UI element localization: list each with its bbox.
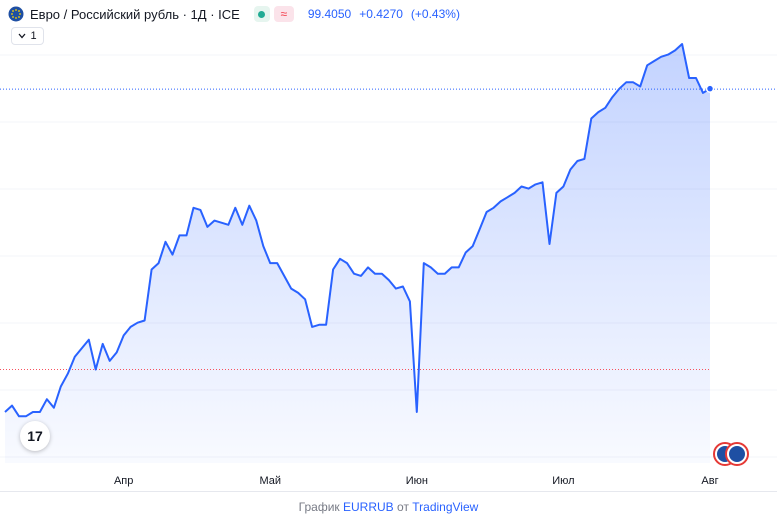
market-open-icon[interactable] [253,6,270,22]
x-tick-label: Авг [701,475,718,487]
symbol-title[interactable]: Евро / Российский рубль · 1Д · ICE [30,6,240,22]
attribution-provider-link[interactable]: TradingView [412,500,479,514]
chart-frame[interactable]: Апр Май Июн Июл Авг [0,0,777,492]
x-tick-label: Июл [552,475,574,487]
euro-flag-icon [8,6,24,22]
currency-flags-icon[interactable] [712,441,752,467]
last-price: 99.4050 [307,7,352,21]
attribution-prefix: График [298,500,340,514]
price-change-percent: (+0.43%) [410,7,460,21]
collapse-count: 1 [30,30,37,42]
price-chart[interactable]: Апр Май Июн Июл Авг [0,0,777,492]
price-line[interactable] [4,43,711,418]
time-axis[interactable]: Апр Май Июн Июл Авг [114,475,719,487]
attribution-from: от [397,500,409,514]
attribution-symbol-link[interactable]: EURRUB [343,500,394,514]
last-price-dot[interactable] [705,84,715,93]
chart-attribution: График EURRUB от TradingView [0,500,777,514]
symbol-legend: Евро / Российский рубль · 1Д · ICE ≈ 99.… [8,5,460,23]
x-tick-label: Июн [406,475,428,487]
delayed-data-icon[interactable]: ≈ [273,6,294,22]
price-area-fill [5,44,710,463]
x-tick-label: Апр [114,475,133,487]
price-change: +0.4270 [359,7,403,21]
tradingview-logo-icon[interactable]: 17 [20,421,50,451]
chevron-down-icon [18,33,26,39]
x-tick-label: Май [259,475,281,487]
collapse-legend-button[interactable]: 1 [11,27,44,45]
